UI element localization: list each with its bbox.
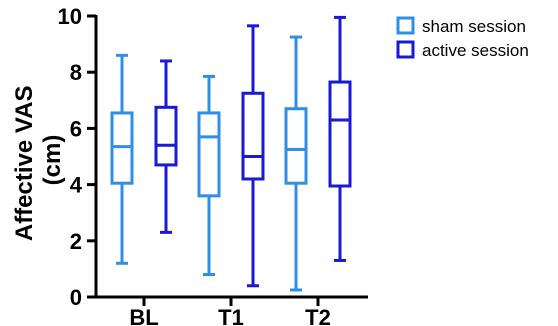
box-iqr xyxy=(241,91,265,181)
box-T1-active xyxy=(241,24,265,288)
y-tick-label: 6 xyxy=(70,116,82,141)
x-axis: BL T1 T2 xyxy=(94,295,368,326)
legend-label-sham: sham session xyxy=(422,17,526,36)
box-T2-sham xyxy=(284,35,308,292)
x-tick-label: T2 xyxy=(305,305,331,326)
box-T1-sham xyxy=(197,74,221,277)
x-tick-label: BL xyxy=(129,305,158,326)
box-iqr xyxy=(284,107,308,185)
legend: sham session active session xyxy=(396,16,529,60)
y-tick-label: 2 xyxy=(70,229,82,254)
box-BL-active xyxy=(154,59,178,234)
plot-area xyxy=(110,15,352,292)
y-axis-label-line-2: (cm) xyxy=(39,135,66,186)
x-tick-label: T1 xyxy=(218,305,244,326)
legend-label-active: active session xyxy=(422,41,529,60)
box-BL-sham xyxy=(110,53,134,265)
box-iqr xyxy=(328,80,352,188)
box-iqr xyxy=(154,105,178,167)
legend-swatch-active xyxy=(396,40,415,59)
y-axis: 0 2 4 6 8 10 xyxy=(58,4,98,310)
y-axis-label-line-1: Affective VAS xyxy=(11,86,38,242)
box-iqr xyxy=(197,111,221,198)
legend-swatch-sham xyxy=(396,16,415,35)
y-tick-label: 8 xyxy=(70,60,82,85)
box-T2-active xyxy=(328,15,352,262)
y-tick-label: 4 xyxy=(70,173,83,198)
y-tick-label: 0 xyxy=(70,285,82,310)
y-axis-label: Affective VAS (cm) xyxy=(11,79,66,241)
y-tick-label: 10 xyxy=(58,4,82,29)
